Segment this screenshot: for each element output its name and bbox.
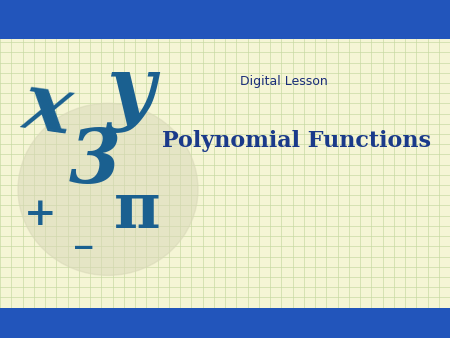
Text: Digital Lesson: Digital Lesson [239,75,328,88]
Text: y: y [106,53,155,132]
Text: Polynomial Functions: Polynomial Functions [162,130,432,152]
Ellipse shape [18,103,198,275]
Text: −: − [72,235,95,262]
Text: π: π [114,180,161,241]
Text: x: x [18,67,76,150]
Text: 3: 3 [68,126,121,199]
Text: +: + [24,195,57,233]
